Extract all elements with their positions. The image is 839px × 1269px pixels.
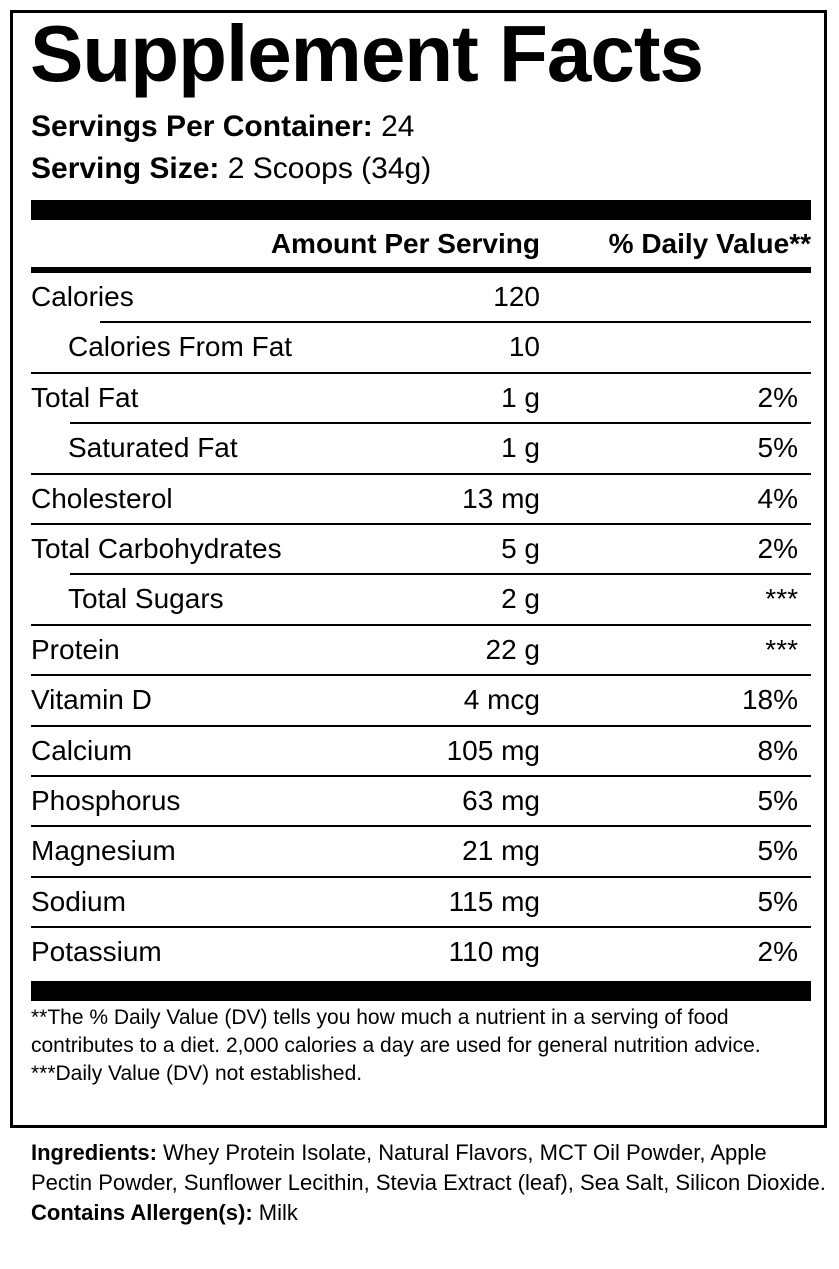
allergen-text: Milk (258, 1200, 298, 1225)
row-rule (31, 371, 811, 374)
nutrient-name: Calories From Fat (68, 331, 293, 363)
nutrient-amount: 22 g (485, 633, 541, 665)
nutrient-dv: 8% (757, 734, 798, 766)
ingredients-line: Ingredients: Whey Protein Isolate, Natur… (31, 1138, 831, 1198)
allergen-line: Contains Allergen(s): Milk (31, 1198, 831, 1228)
row-rule (100, 321, 811, 324)
serving-size-label: Serving Size: (31, 152, 220, 185)
header-bar (31, 267, 811, 273)
footnote: ***Daily Value (DV) not established. (31, 1062, 363, 1085)
nutrient-dv: 5% (757, 785, 798, 816)
nutrient-dv: 2% (757, 936, 798, 968)
nutrient-amount: 1 g (501, 432, 540, 464)
nutrient-name: Calcium (31, 734, 133, 766)
row-rule (31, 472, 811, 475)
ingredients-label: Ingredients: (31, 1140, 157, 1165)
nutrient-dv: *** (765, 583, 798, 615)
nutrient-amount: 21 mg (462, 835, 540, 867)
row-rule (31, 724, 811, 727)
nutrient-amount: 2 g (501, 583, 540, 615)
row-rule (31, 674, 811, 677)
thick-bar (31, 200, 811, 220)
footnote: **The % Daily Value (DV) tells you how m… (31, 1006, 761, 1057)
nutrient-dv: 5% (757, 885, 798, 917)
serving-size: Serving Size: 2 Scoops (34g) (31, 152, 431, 186)
nutrient-dv: 2% (757, 381, 798, 413)
row-rule (31, 875, 811, 878)
nutrient-dv: 2% (757, 533, 798, 564)
dv-header: % Daily Value** (608, 228, 811, 259)
nutrient-dv: *** (765, 633, 798, 665)
nutrient-dv: 18% (741, 684, 798, 716)
nutrient-name: Total Fat (31, 381, 139, 413)
amount-header: Amount Per Serving (270, 228, 540, 259)
nutrient-name: Sodium (31, 885, 126, 917)
row-rule (70, 573, 811, 576)
nutrient-name: Saturated Fat (68, 432, 238, 464)
nutrient-name: Phosphorus (31, 785, 181, 816)
nutrient-amount: 63 mg (462, 785, 540, 816)
nutrient-amount: 4 mcg (463, 684, 540, 716)
nutrient-amount: 1 g (501, 381, 540, 413)
title: Supplement Facts (30, 9, 704, 98)
nutrient-amount: 10 (508, 331, 540, 363)
nutrient-name: Protein (31, 633, 120, 665)
nutrient-name: Vitamin D (31, 684, 152, 716)
row-rule (31, 926, 811, 929)
nutrient-amount: 5 g (501, 533, 540, 564)
nutrient-name: Total Carbohydrates (31, 533, 282, 564)
nutrient-name: Potassium (31, 936, 162, 968)
serving-size-value: 2 Scoops (34g) (227, 152, 432, 185)
row-rule (31, 775, 811, 777)
nutrient-dv: 5% (757, 432, 798, 464)
nutrient-dv: 4% (757, 482, 798, 514)
row-rule (70, 422, 811, 425)
allergen-label: Contains Allergen(s): (31, 1200, 253, 1225)
thick-bar (31, 980, 811, 1001)
nutrient-dv: 5% (757, 835, 798, 867)
label-border (10, 10, 827, 1128)
servings: Servings Per Container: 24 (31, 110, 414, 144)
row-rule (31, 825, 811, 828)
footnotes: **The % Daily Value (DV) tells you how m… (31, 1004, 811, 1088)
nutrient-name: Cholesterol (31, 482, 173, 514)
row-rule (31, 523, 811, 525)
nutrient-name: Total Sugars (68, 583, 224, 615)
nutrient-amount: 110 mg (448, 936, 540, 968)
nutrient-amount: 120 (493, 281, 540, 312)
servings-label: Servings Per Container: (31, 110, 373, 143)
row-rule (31, 623, 811, 626)
nutrient-name: Magnesium (31, 835, 176, 867)
ingredients: Ingredients: Whey Protein Isolate, Natur… (31, 1138, 831, 1228)
nutrient-name: Calories (31, 281, 134, 312)
nutrient-amount: 105 mg (446, 734, 540, 766)
nutrient-amount: 13 mg (462, 482, 540, 514)
nutrient-amount: 115 mg (448, 885, 540, 917)
ingredients-text: Whey Protein Isolate, Natural Flavors, M… (31, 1140, 826, 1195)
servings-value: 24 (381, 110, 415, 143)
